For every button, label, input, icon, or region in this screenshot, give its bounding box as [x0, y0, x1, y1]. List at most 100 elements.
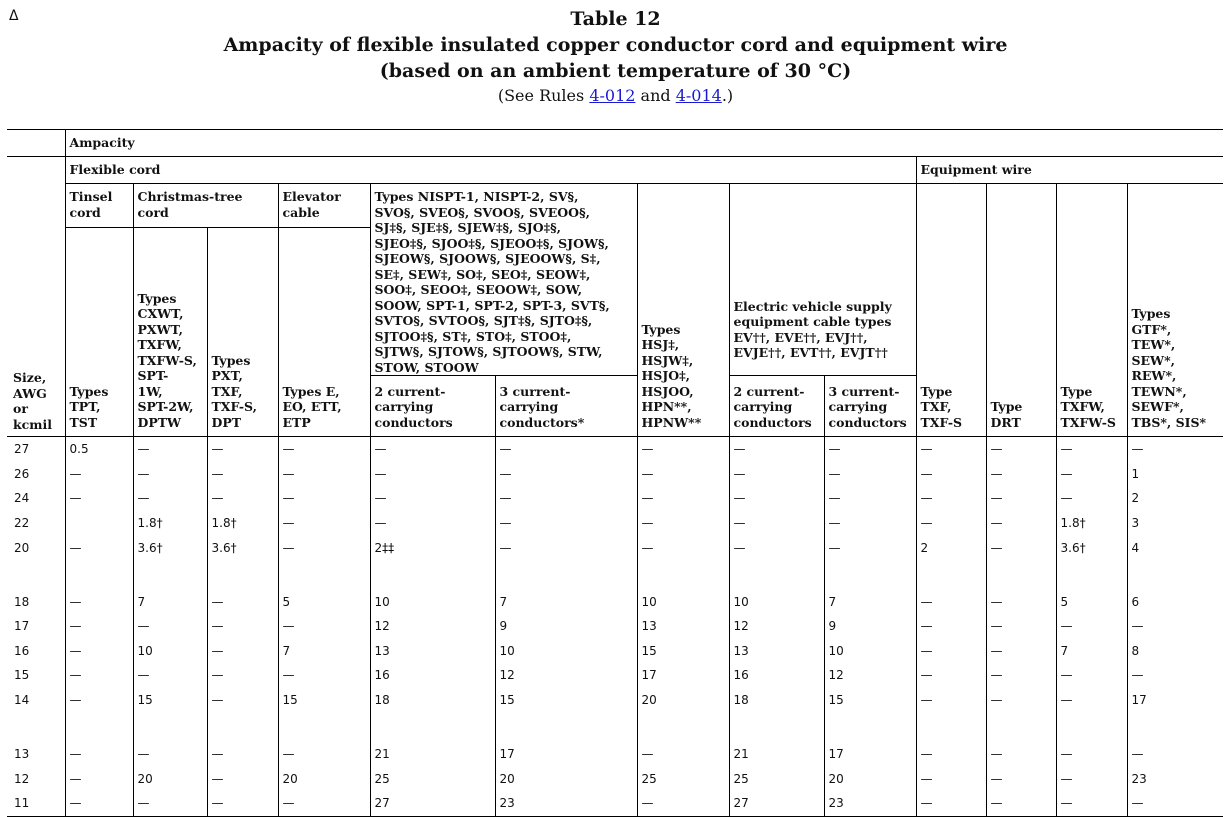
ampacity-cell: 16	[728, 663, 824, 688]
ampacity-cell: 13	[728, 638, 824, 664]
ampacity-cell: 25	[369, 766, 495, 791]
ampacity-cell: —	[636, 436, 729, 462]
size-cell: 12	[14, 771, 30, 786]
ampacity-cell: 2	[1126, 486, 1224, 511]
size-cell: 13	[14, 747, 30, 762]
ampacity-cell: 10	[823, 638, 916, 664]
header-cxwt: Types CXWT, PXWT, TXFW, TXFW-S, SPT- 1W,…	[132, 227, 207, 437]
ampacity-cell: —	[1055, 461, 1127, 487]
table-number: Table 12	[570, 8, 661, 30]
ampacity-cell: —	[915, 461, 986, 487]
ampacity-cell: —	[369, 510, 495, 536]
ampacity-cell: —	[64, 461, 133, 487]
ampacity-cell: 1.8†	[1055, 510, 1127, 536]
ampacity-cell: —	[1055, 436, 1127, 462]
ampacity-cell: —	[985, 510, 1056, 536]
ampacity-cell: —	[277, 712, 370, 767]
ampacity-cell: —	[64, 486, 133, 511]
header-tinsel-cord: Tinsel cord	[64, 183, 133, 228]
ampacity-cell: 7	[494, 559, 637, 614]
ampacity-cell: 7	[823, 559, 916, 614]
table-body: 27 0.5— — — — — — — — — — — —26— — — — — — — — — — — —1 24— — — — — —…	[7, 436, 1224, 817]
ampacity-cell: —	[985, 766, 1056, 791]
header-elevator-cable: Elevator cable	[277, 183, 370, 228]
size-cell: 22	[14, 516, 30, 531]
ampacity-cell: 3.6†	[206, 535, 278, 560]
size-cell: 20	[14, 540, 30, 555]
ampacity-cell: —	[915, 486, 986, 511]
header-hsj-types: Types HSJ‡, HSJW‡, HSJO‡, HSJOO, HPN**, …	[636, 183, 729, 437]
table-row: 16—10—7 13 10 15 13 10— —7 8	[7, 638, 1224, 664]
table-row: 13— — — —21 17—21 17— — — —	[7, 712, 1224, 767]
rule-link-4-014[interactable]: 4-014	[675, 86, 722, 105]
ampacity-cell: 25	[728, 766, 824, 791]
ampacity-cell: —	[1126, 613, 1224, 639]
ampacity-cell: —	[132, 461, 207, 487]
ampacity-cell: —	[985, 790, 1056, 817]
ampacity-cell: —	[277, 510, 370, 536]
ampacity-cell: —	[206, 436, 278, 462]
ampacity-cell: —	[206, 486, 278, 511]
ampacity-cell: 20	[277, 766, 370, 791]
ampacity-cell: 8	[1126, 638, 1224, 664]
header-blank	[7, 129, 65, 157]
ampacity-cell: 12	[494, 663, 637, 688]
ampacity-cell: —	[132, 613, 207, 639]
ampacity-cell: 21	[369, 712, 495, 767]
ampacity-cell: 1	[1126, 461, 1224, 487]
ampacity-cell: —	[636, 510, 729, 536]
ampacity-cell: 9	[823, 613, 916, 639]
ampacity-cell: —	[985, 436, 1056, 462]
size-cell: 15	[14, 668, 30, 683]
ampacity-cell: —	[636, 790, 729, 817]
header-drt: Type DRT	[985, 183, 1056, 437]
table-row: 12—20—20 25 20 25 25 20— — —23	[7, 766, 1224, 791]
ampacity-cell: —	[985, 535, 1056, 560]
ampacity-cell: 7	[132, 559, 207, 614]
ampacity-cell: 10	[369, 559, 495, 614]
ampacity-cell: —	[915, 712, 986, 767]
ampacity-cell: 15	[636, 638, 729, 664]
ampacity-cell: —	[915, 766, 986, 791]
ampacity-cell: 10	[132, 638, 207, 664]
table-row: 17— — — —12 9 13 12 9— — — —	[7, 613, 1224, 639]
header-nispt-3-conductors: 3 current- carrying conductors*	[494, 375, 637, 437]
table-row: 27 0.5— — — — — — — — — — — —	[7, 436, 1224, 462]
header-ev-3-conductors: 3 current- carrying conductors	[823, 375, 916, 437]
size-cell: 26	[14, 466, 30, 481]
ampacity-cell: —	[985, 638, 1056, 664]
ampacity-cell: —	[369, 461, 495, 487]
ampacity-cell: 1.8†	[206, 510, 278, 536]
revision-marker: Δ	[9, 8, 19, 24]
table-row: 15— — — —16 12 17 16 12— — — —	[7, 663, 1224, 688]
ampacity-cell: —	[64, 535, 133, 560]
ampacity-cell: —	[64, 790, 133, 817]
ampacity-cell: —	[132, 436, 207, 462]
ampacity-cell: —	[728, 486, 824, 511]
ampacity-cell: —	[206, 790, 278, 817]
ampacity-cell: 0.5	[64, 436, 133, 462]
rule-link-4-012[interactable]: 4-012	[589, 86, 636, 105]
ampacity-cell: —	[728, 535, 824, 560]
ampacity-cell: 23	[823, 790, 916, 817]
ampacity-cell: —	[206, 461, 278, 487]
ampacity-cell: 1.8†	[132, 510, 207, 536]
ampacity-cell: 9	[494, 613, 637, 639]
ampacity-cell: 3.6†	[132, 535, 207, 560]
ampacity-cell: —	[494, 510, 637, 536]
ampacity-cell: —	[206, 712, 278, 767]
ampacity-cell: —	[206, 687, 278, 713]
ampacity-cell: 15	[494, 687, 637, 713]
ampacity-cell: —	[1126, 663, 1224, 688]
ampacity-cell: 7	[1055, 638, 1127, 664]
ampacity-cell	[64, 510, 133, 536]
table-row: 24— — — — — — — — — — — —2	[7, 486, 1224, 511]
ampacity-cell: —	[985, 461, 1056, 487]
ampacity-cell: —	[277, 535, 370, 560]
ampacity-cell: —	[494, 486, 637, 511]
ampacity-cell: 17	[823, 712, 916, 767]
ampacity-cell: 15	[823, 687, 916, 713]
header-txf: Type TXF, TXF-S	[915, 183, 986, 437]
header-equipment-wire: Equipment wire	[915, 156, 1224, 184]
ampacity-cell: —	[1055, 790, 1127, 817]
